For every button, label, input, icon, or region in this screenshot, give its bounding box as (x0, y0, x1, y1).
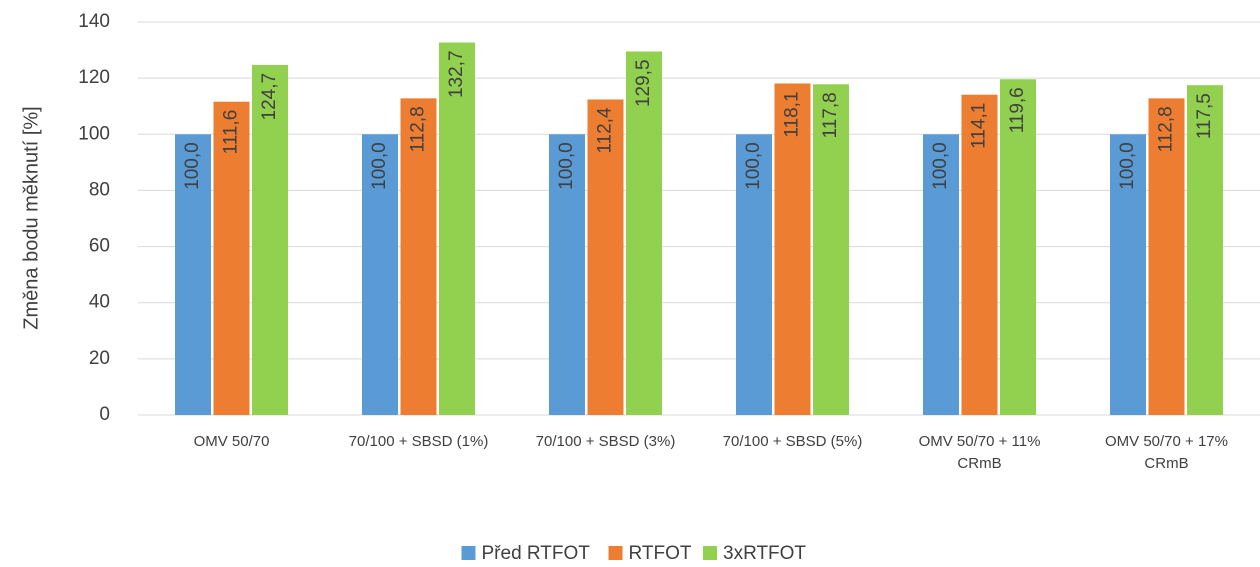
bar (362, 134, 398, 416)
y-tick-label: 100 (78, 123, 110, 144)
x-tick-label: 70/100 + SBSD (3%) (535, 433, 676, 450)
data-label: 117,8 (820, 92, 841, 138)
bar (1000, 79, 1036, 415)
bar (813, 84, 849, 415)
y-axis-title: Změna bodu měknutí [%] (20, 106, 42, 329)
y-tick-label: 120 (78, 67, 110, 88)
y-tick-label: 80 (89, 179, 110, 200)
x-tick-label: 70/100 + SBSD (1%) (348, 433, 489, 450)
data-label: 100,0 (1117, 142, 1138, 190)
bar (252, 64, 288, 416)
data-label: 100,0 (556, 142, 577, 190)
y-tick-label: 60 (89, 236, 110, 257)
bar (549, 134, 585, 416)
data-label: 132,7 (446, 50, 467, 98)
y-tick-label: 40 (89, 292, 110, 313)
data-label: 100,0 (182, 142, 203, 190)
data-label: 100,0 (930, 142, 951, 190)
bar (923, 134, 959, 416)
x-tick-label: 70/100 + SBSD (5%) (722, 433, 863, 450)
bar (774, 83, 811, 415)
y-tick-label: 140 (78, 11, 110, 32)
legend-swatch (608, 546, 623, 560)
data-label: 111,6 (221, 110, 242, 155)
data-label: 118,1 (782, 91, 803, 137)
bar (1110, 134, 1146, 416)
bar (961, 94, 998, 415)
x-tick-label: OMV 50/70 (193, 433, 270, 450)
bar (736, 134, 772, 416)
bar (1148, 98, 1185, 416)
y-tick-label: 20 (89, 348, 110, 369)
data-label: 129,5 (633, 59, 654, 107)
data-label: 117,5 (1194, 93, 1215, 139)
bar (175, 134, 211, 416)
bar (439, 42, 475, 416)
y-tick-label: 0 (99, 404, 110, 425)
legend-swatch (461, 546, 476, 560)
data-label: 112,8 (1156, 106, 1177, 152)
bar (1187, 85, 1223, 416)
bar (626, 51, 662, 415)
data-label: 112,4 (595, 107, 616, 154)
legend-swatch (703, 546, 717, 560)
data-label: 100,0 (743, 142, 764, 190)
x-tick-label: OMV 50/70 + 11% CRmB (918, 433, 1041, 472)
data-label: 119,6 (1007, 87, 1028, 133)
data-label: 114,1 (969, 103, 990, 149)
legend-label: 3xRTFOT (723, 543, 806, 564)
data-label: 124,7 (259, 73, 280, 121)
x-tick-label: OMV 50/70 + 17% CRmB (1105, 433, 1228, 472)
legend-label: RTFOT (629, 543, 692, 564)
legend-label: Před RTFOT (482, 543, 591, 564)
bar (213, 101, 250, 416)
data-label: 112,8 (408, 106, 429, 152)
bar (587, 99, 624, 415)
data-label: 100,0 (369, 142, 390, 190)
bar (400, 98, 437, 416)
